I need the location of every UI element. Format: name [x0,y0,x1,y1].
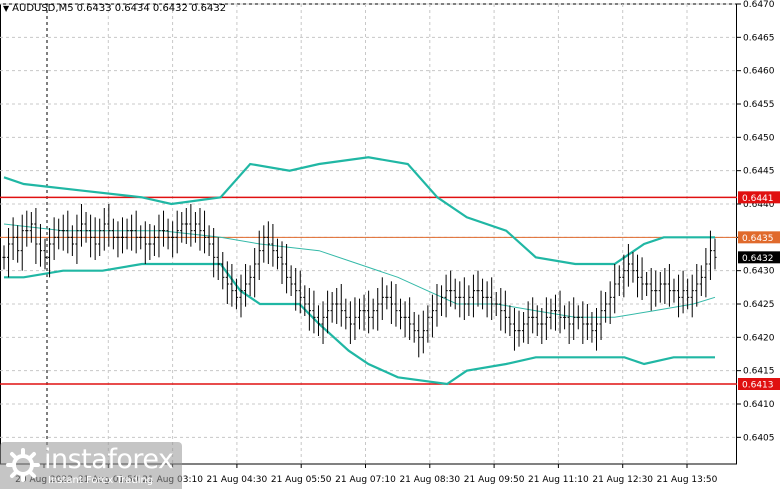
y-tick-label: 0.6420 [743,333,775,343]
bollinger-upper-line [3,156,715,266]
candles-group [2,204,717,358]
y-tick-label: 0.6415 [743,367,775,377]
price-level-label: 0.6441 [742,194,774,204]
y-tick-label: 0.6450 [743,133,775,143]
y-tick-label: 0.6425 [743,300,775,310]
current-price-label: 0.6432 [742,254,774,264]
x-tick-label: 21 Aug 12:30 [592,475,653,485]
current-price-tag [738,251,780,264]
y-tick-label: 0.6440 [743,200,775,210]
y-tick-label: 0.6410 [743,400,775,410]
chart-header: ▼ AUDUSD,M5 0.6433 0.6434 0.6432 0.6432 [3,3,226,14]
y-tick-label: 0.6445 [743,167,775,177]
symbol-label: AUDUSD,M5 [12,3,74,14]
y-tick-label: 0.6460 [743,67,775,77]
x-tick-label: 21 Aug 11:10 [528,475,589,485]
price-level-tag [738,231,780,244]
watermark-tagline: Instant Forex Trading [48,475,154,486]
x-tick-label: 21 Aug 04:30 [207,475,268,485]
y-tick-label: 0.6465 [743,33,775,43]
x-tick-label: 21 Aug 09:50 [464,475,525,485]
y-tick-label: 0.6470 [743,0,775,10]
price-level-tag [738,191,780,204]
x-tick-label: 21 Aug 13:50 [657,475,718,485]
bollinger-middle-line [3,223,716,318]
price-level-tag [738,378,780,390]
plot-frame [0,3,737,465]
instaforex-logo-icon [6,448,40,482]
dropdown-triangle-icon[interactable]: ▼ [3,4,10,13]
x-tick-label: 21 Aug 08:30 [399,475,460,485]
ohlc-readout: 0.6433 0.6434 0.6432 0.6432 [76,3,227,14]
price-level-label: 0.6435 [742,234,774,244]
bollinger-lower-line [4,262,715,386]
y-tick-label: 0.6405 [743,433,775,443]
y-tick-label: 0.6455 [743,100,775,110]
watermark: instaforex Instant Forex Trading [0,442,182,489]
watermark-brand: instaforex [44,444,174,475]
x-tick-label: 21 Aug 05:50 [271,475,332,485]
y-tick-label: 0.6430 [743,267,775,277]
price-level-label: 0.6413 [742,381,774,391]
x-tick-label: 21 Aug 07:10 [335,475,396,485]
